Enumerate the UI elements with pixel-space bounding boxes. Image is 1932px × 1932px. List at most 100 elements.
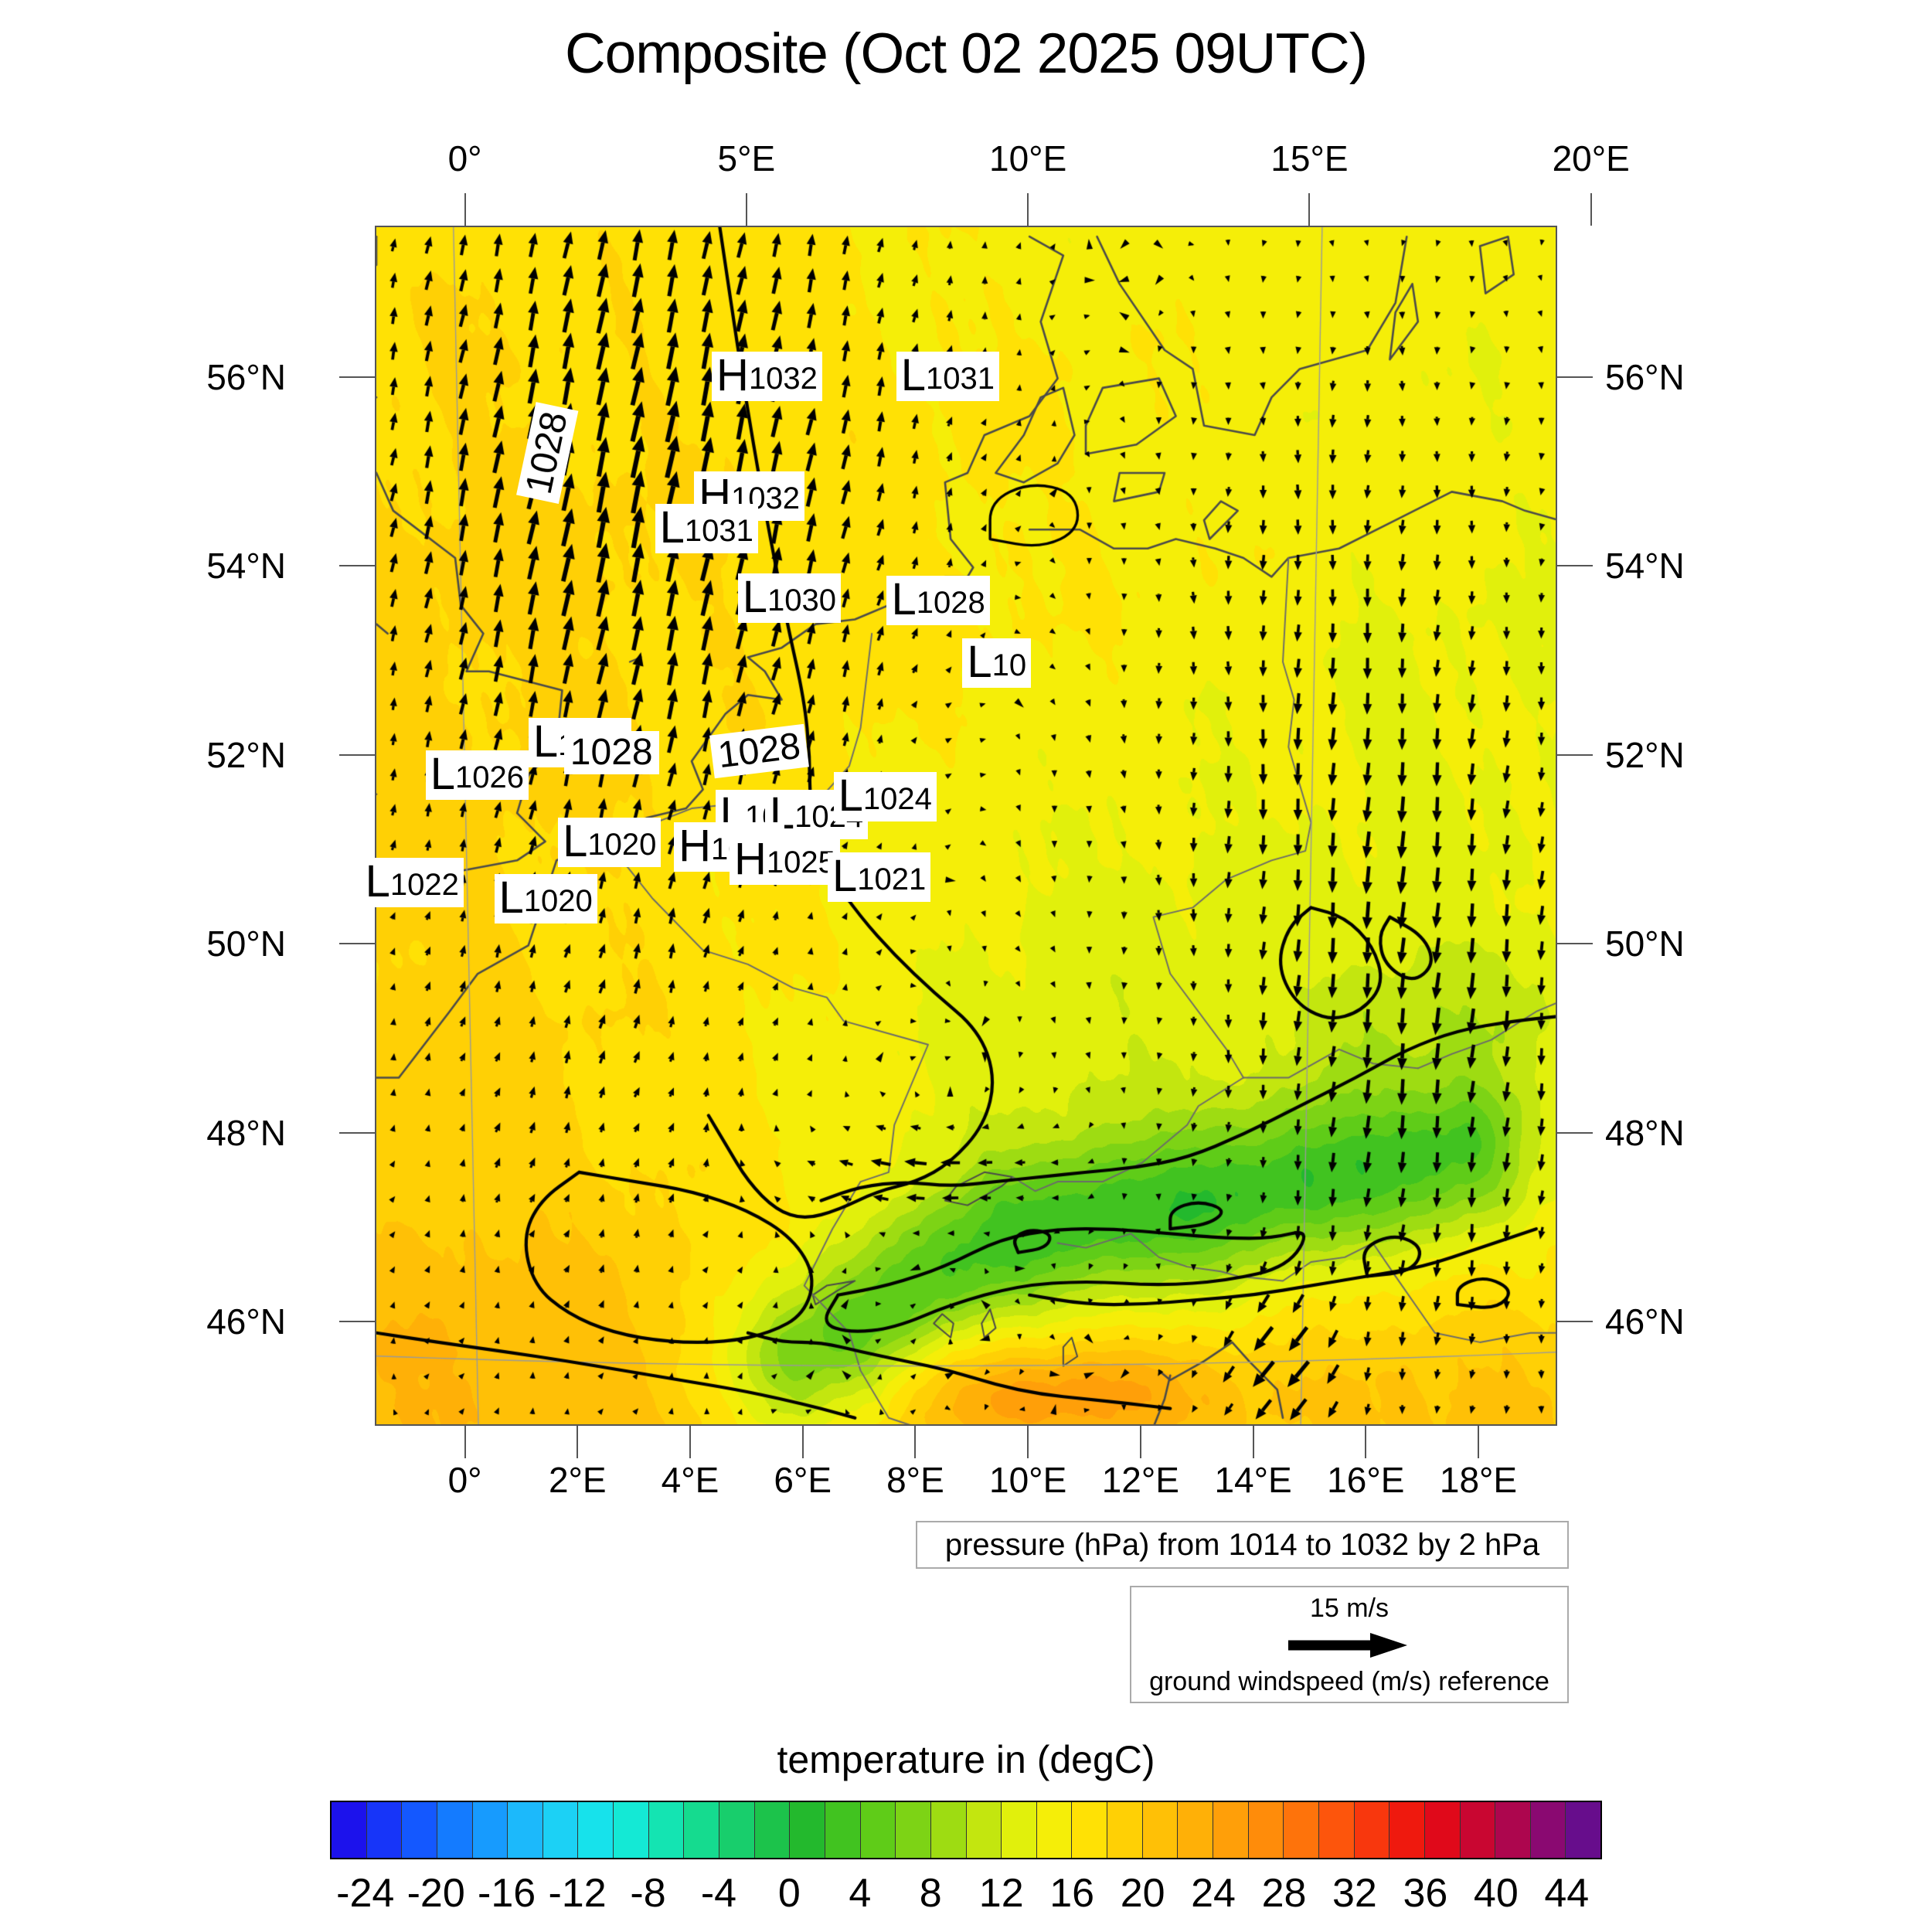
pressure-system-value: 1031	[925, 362, 995, 396]
axis-tickmark-bottom-3	[801, 1426, 804, 1458]
axis-tickmark-bottom-1	[577, 1426, 579, 1458]
pressure-system-value: 1020	[523, 883, 593, 918]
colorbar-tick-15: 36	[1403, 1871, 1448, 1916]
pressure-system-value: 1030	[767, 583, 836, 618]
axis-tickmark-top-3	[1308, 193, 1311, 226]
axis-tickmark-left-0	[339, 376, 375, 378]
pressure-system-label-l-1031: L1031	[896, 350, 999, 402]
colorbar-cell	[402, 1802, 437, 1858]
axis-tick-bottom-1: 2°E	[548, 1460, 607, 1500]
axis-tickmark-left-5	[339, 1321, 375, 1323]
colorbar-cell	[1284, 1802, 1319, 1858]
axis-tick-bottom-6: 12°E	[1101, 1460, 1179, 1500]
colorbar-tick-7: 4	[849, 1871, 872, 1916]
pressure-system-type: L	[430, 748, 456, 799]
axis-tick-bottom-4: 8°E	[886, 1460, 944, 1500]
axis-tick-left-4: 48°N	[206, 1112, 286, 1153]
pressure-legend-box: pressure (hPa) from 1014 to 1032 by 2 hP…	[916, 1521, 1569, 1569]
colorbar-cell	[1460, 1802, 1496, 1858]
pressure-legend-text: pressure (hPa) from 1014 to 1032 by 2 hP…	[944, 1527, 1540, 1562]
axis-tickmark-top-4	[1590, 193, 1592, 226]
colorbar-cell	[790, 1802, 825, 1858]
axis-tick-bottom-2: 4°E	[661, 1460, 719, 1500]
pressure-system-label-l-1022: L1022	[360, 858, 464, 908]
colorbar-tick-11: 20	[1120, 1871, 1165, 1916]
pressure-system-label-h-1032: H1032	[712, 350, 822, 402]
axis-tickmark-top-2	[1027, 193, 1029, 226]
pressure-system-label-l-1020: L1020	[558, 817, 662, 867]
colorbar-cell	[1389, 1802, 1425, 1858]
colorbar-cell	[508, 1802, 543, 1858]
pressure-system-value: 1028	[916, 586, 985, 621]
axis-tickmark-bottom-0	[464, 1426, 466, 1458]
pressure-system-type: L	[900, 350, 926, 401]
colorbar-cell	[1107, 1802, 1143, 1858]
axis-tick-top-1: 5°E	[717, 138, 776, 179]
axis-tickmark-bottom-8	[1365, 1426, 1367, 1458]
pressure-system-label-l-1021: L1021	[827, 850, 931, 902]
pressure-system-label-l-1031: L1031	[655, 502, 758, 554]
pressure-system-value: 1021	[857, 862, 927, 896]
colorbar-tick-8: 8	[919, 1871, 942, 1916]
colorbar-cell	[332, 1802, 367, 1858]
pressure-system-value: 1020	[587, 827, 657, 862]
axis-tickmark-bottom-2	[689, 1426, 691, 1458]
pressure-system-type: L	[659, 502, 685, 553]
axis-tick-right-1: 54°N	[1605, 546, 1685, 587]
colorbar-cell	[1318, 1802, 1355, 1858]
axis-tickmark-bottom-9	[1478, 1426, 1479, 1458]
colorbar-cell	[860, 1802, 896, 1858]
axis-tick-bottom-5: 10°E	[989, 1460, 1067, 1500]
colorbar-cell	[648, 1802, 685, 1858]
pressure-system-value: 1025	[766, 845, 835, 879]
colorbar-cell	[719, 1802, 755, 1858]
axis-tick-left-3: 50°N	[206, 923, 286, 964]
colorbar-tick-6: 0	[777, 1871, 801, 1916]
colorbar-tick-2: -16	[478, 1871, 536, 1916]
axis-tick-bottom-7: 14°E	[1214, 1460, 1292, 1500]
axis-tickmark-right-4	[1557, 1131, 1593, 1134]
axis-tick-bottom-8: 16°E	[1327, 1460, 1405, 1500]
colorbar-tick-4: -8	[630, 1871, 666, 1916]
colorbar-tick-3: -12	[548, 1871, 607, 1916]
axis-tickmark-left-2	[339, 753, 375, 756]
axis-tick-left-5: 46°N	[206, 1301, 286, 1342]
axis-tick-top-3: 15°E	[1270, 138, 1349, 179]
axis-tick-right-0: 56°N	[1605, 356, 1685, 397]
axis-tick-bottom-9: 18°E	[1439, 1460, 1518, 1500]
pressure-system-label-l-1026: L1026	[425, 748, 529, 800]
colorbar-cell	[684, 1802, 720, 1858]
axis-tickmark-left-3	[339, 943, 375, 945]
colorbar-tick-14: 32	[1332, 1871, 1377, 1916]
axis-tick-right-5: 46°N	[1605, 1301, 1685, 1342]
pressure-system-type: L	[832, 850, 858, 901]
axis-tickmark-left-1	[339, 565, 375, 567]
colorbar-cell	[754, 1802, 791, 1858]
colorbar-cell	[896, 1802, 931, 1858]
axis-tick-right-2: 52°N	[1605, 734, 1685, 775]
wind-reference-legend-box: 15 m/s ground windspeed (m/s) reference	[1130, 1586, 1569, 1703]
pressure-system-type: H	[716, 350, 749, 401]
pressure-system-label-h-1025: H1025	[730, 835, 840, 885]
pressure-system-label-l-1024: L1024	[833, 771, 937, 821]
pressure-system-type: L	[532, 716, 559, 767]
colorbar-cell	[366, 1802, 403, 1858]
colorbar-cell	[1072, 1802, 1108, 1858]
colorbar-cell	[966, 1802, 1002, 1858]
axis-tick-top-4: 20°E	[1552, 138, 1630, 179]
axis-tickmark-left-4	[339, 1131, 375, 1134]
colorbar-cell	[1354, 1802, 1390, 1858]
pressure-system-type: L	[967, 637, 992, 688]
colorbar-cell	[1036, 1802, 1073, 1858]
wind-reference-arrow-icon	[1288, 1633, 1407, 1658]
pressure-system-label-l-1030: L1030	[737, 573, 841, 624]
colorbar-tick-12: 24	[1191, 1871, 1236, 1916]
pressure-system-value: 1022	[389, 868, 459, 903]
colorbar-cell	[437, 1802, 473, 1858]
axis-tick-bottom-0: 0°	[447, 1460, 482, 1500]
pressure-system-value: 10	[992, 648, 1027, 683]
pressure-system-label-l-1028: L1028	[886, 576, 990, 626]
axis-tickmark-right-5	[1557, 1321, 1593, 1323]
page-title: Composite (Oct 02 2025 09UTC)	[564, 22, 1368, 85]
temperature-colorbar[interactable]	[330, 1801, 1602, 1859]
